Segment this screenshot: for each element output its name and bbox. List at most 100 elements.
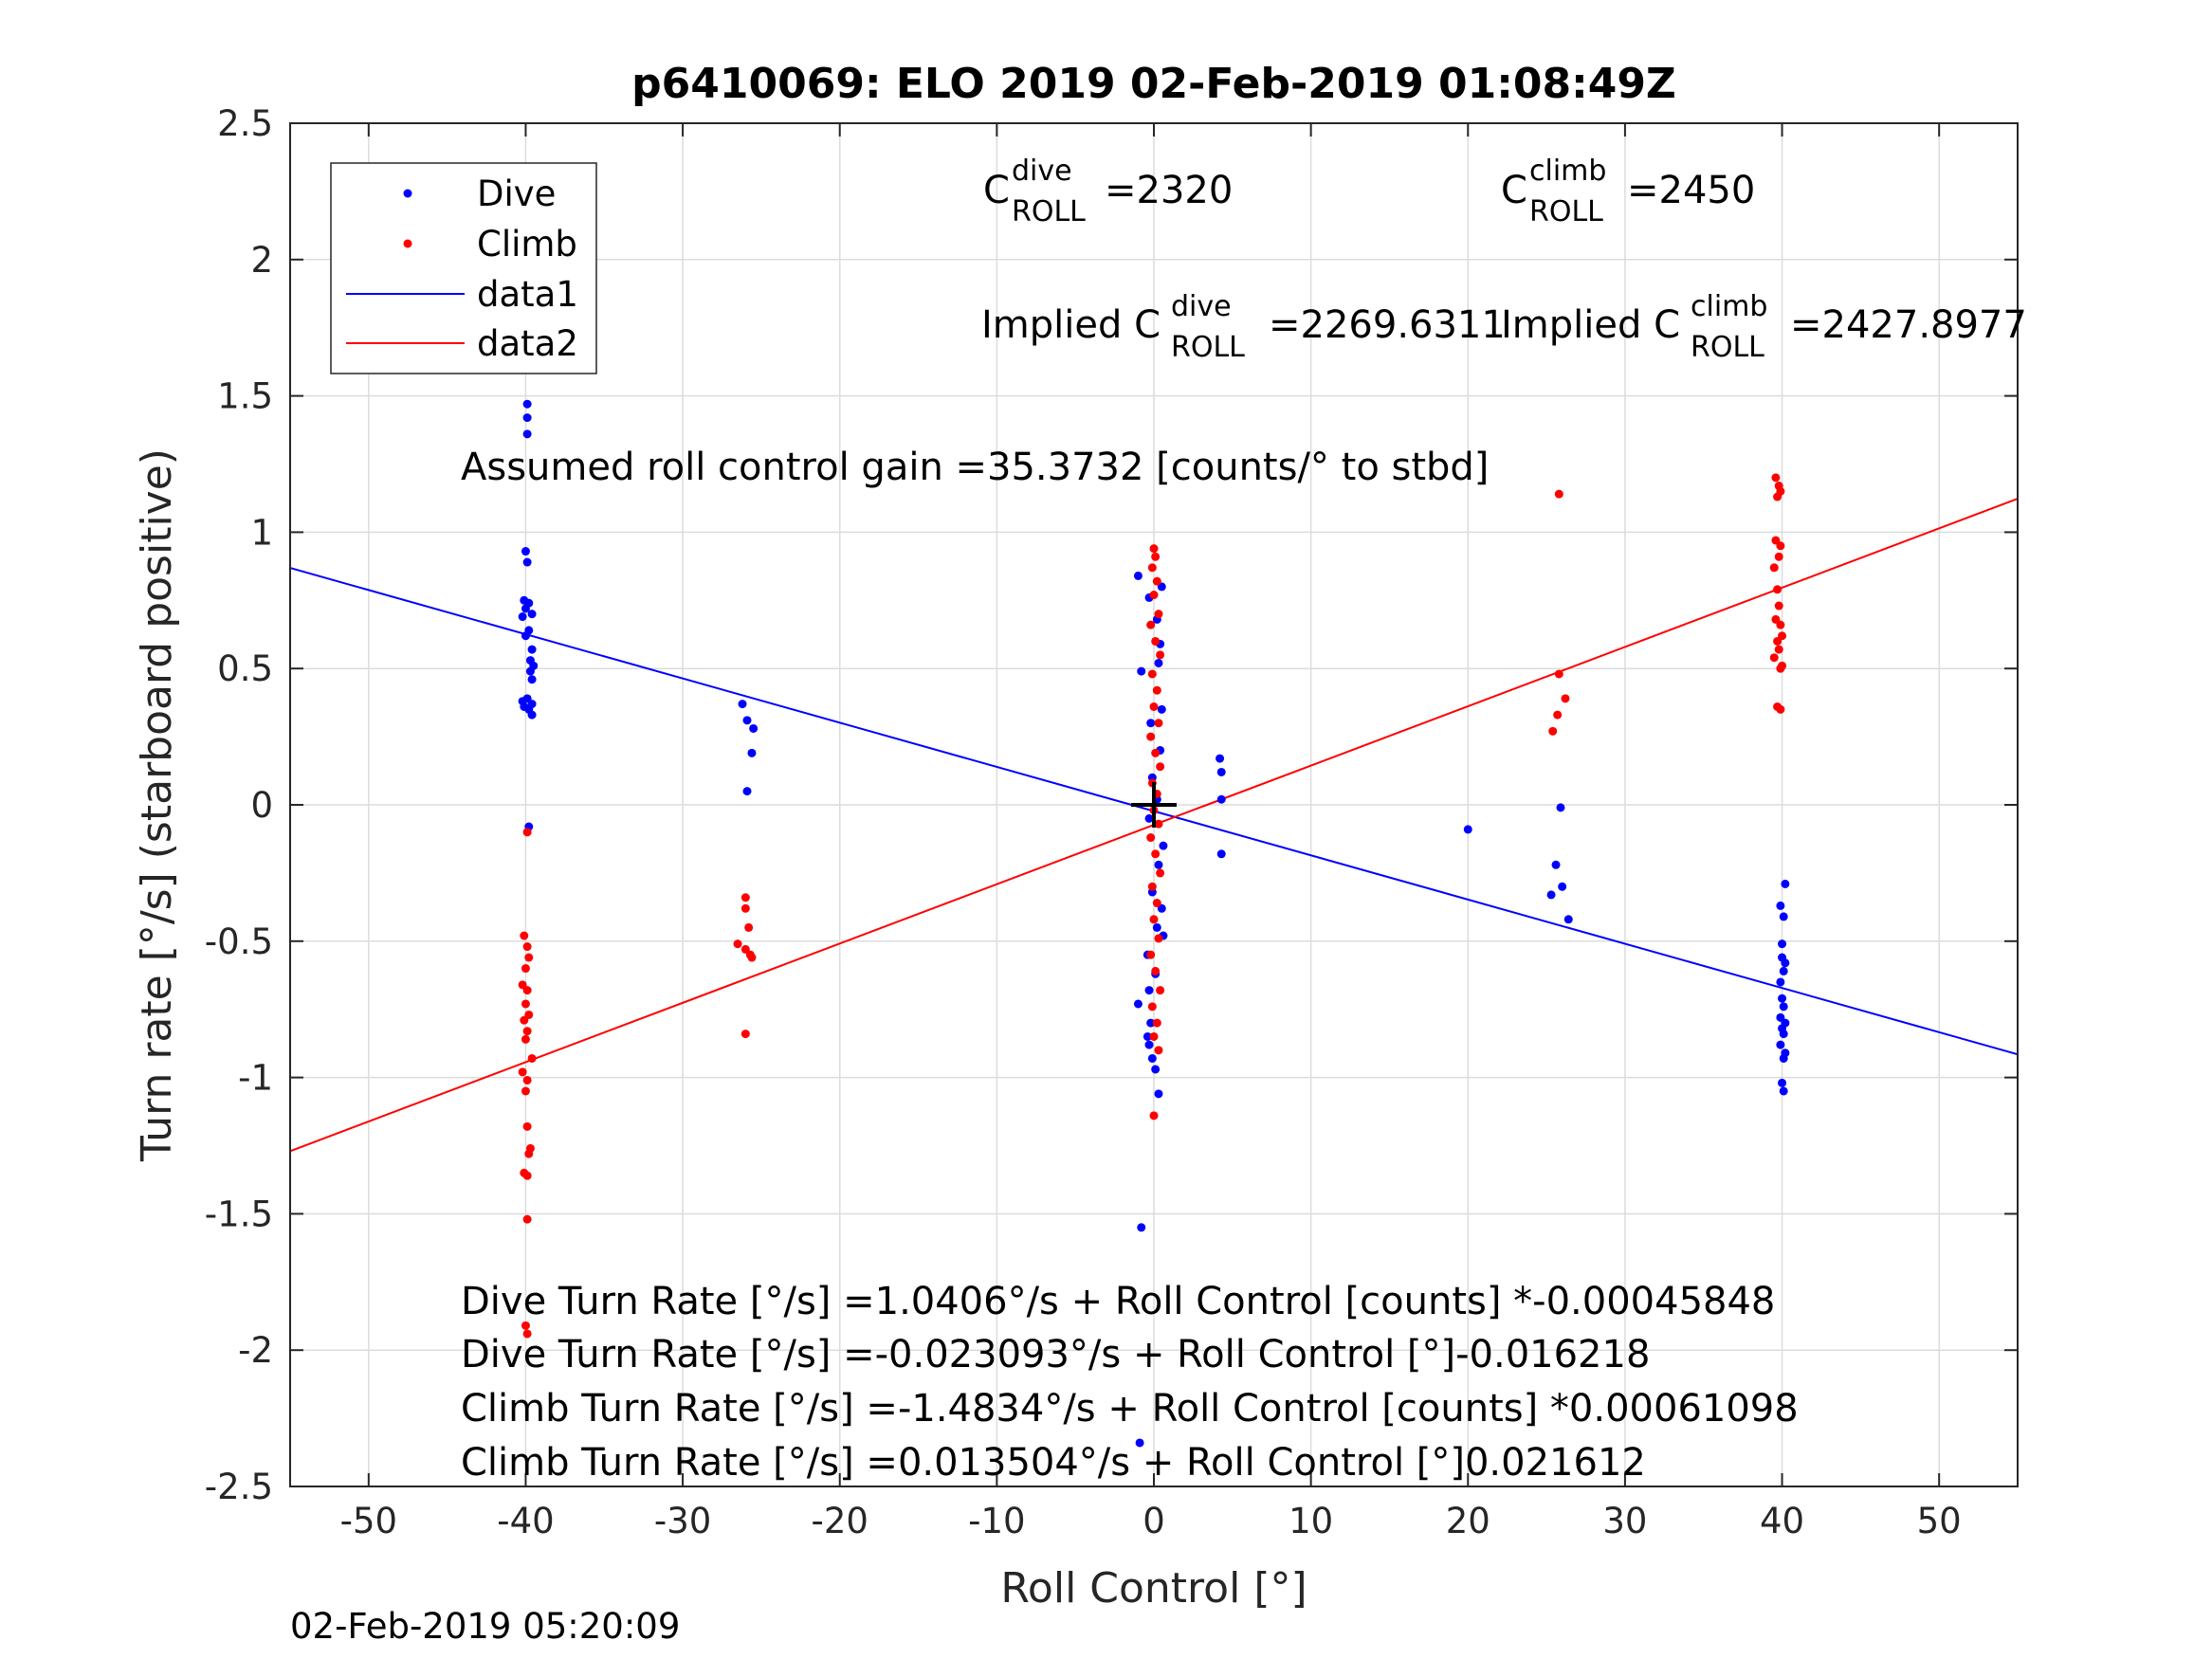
dive-point — [1144, 986, 1154, 995]
legend-data1-label: data1 — [477, 274, 578, 315]
climb-point — [1152, 1018, 1161, 1028]
climb-point — [1151, 966, 1161, 975]
climb-point — [521, 1321, 530, 1330]
climb-point — [1149, 591, 1159, 600]
climb-point — [1553, 710, 1563, 720]
x-tick-labels: -50 -40 -30 -20 -10 0 10 20 30 40 50 — [340, 1501, 1962, 1541]
x-tick-label: 0 — [1143, 1501, 1165, 1541]
climb-point — [1776, 704, 1785, 714]
c-dive-base: C — [983, 169, 1010, 212]
dive-point — [1152, 922, 1161, 932]
x-tick-label: 20 — [1446, 1501, 1490, 1541]
climb-point — [1154, 819, 1163, 829]
dive-point — [1779, 1053, 1788, 1063]
dive-point — [521, 547, 530, 556]
climb-point — [1776, 664, 1785, 673]
dive-point — [1137, 666, 1146, 676]
climb-point — [1548, 726, 1558, 736]
dive-point — [1135, 1438, 1144, 1448]
timestamp: 02-Feb-2019 05:20:09 — [290, 1606, 680, 1647]
dive-point — [1216, 754, 1225, 763]
dive-point — [1133, 999, 1143, 1009]
climb-point — [521, 964, 530, 974]
x-tick-label: 40 — [1760, 1501, 1804, 1541]
legend-dive-label: Dive — [477, 173, 556, 214]
c-dive-sub: ROLL — [1012, 195, 1086, 228]
dive-point — [1144, 1040, 1154, 1049]
dive-point — [1143, 1031, 1152, 1041]
x-tick-label: -30 — [654, 1501, 711, 1541]
dive-point — [742, 716, 752, 725]
dive-point — [1556, 803, 1565, 812]
dive-point — [738, 700, 747, 709]
climb-point — [522, 1171, 532, 1180]
climb-point — [522, 1121, 532, 1131]
climb-point — [1154, 934, 1163, 943]
x-tick-label: -10 — [968, 1501, 1025, 1541]
c-dive-value: =2320 — [1105, 169, 1233, 212]
climb-point — [522, 1027, 532, 1036]
climb-point — [747, 953, 757, 962]
dive-point — [1216, 767, 1226, 776]
climb-point — [1154, 1046, 1163, 1055]
dive-point — [1779, 1086, 1788, 1096]
y-axis-label: Turn rate [°/s] (starboard positive) — [133, 448, 181, 1162]
climb-point — [1776, 541, 1785, 551]
climb-point — [1774, 552, 1783, 561]
climb-point — [1151, 849, 1161, 859]
climb-point — [744, 922, 754, 932]
climb-point — [740, 903, 750, 913]
dive-point — [1776, 901, 1785, 910]
climb-point — [740, 893, 750, 902]
dive-point — [1154, 658, 1163, 667]
climb-point — [1554, 669, 1563, 679]
climb-point — [740, 1030, 750, 1039]
climb-point — [524, 1149, 534, 1158]
dive-point — [1781, 958, 1790, 968]
legend-data2-label: data2 — [477, 323, 578, 364]
climb-point — [522, 1075, 532, 1085]
dive-point — [1151, 1065, 1161, 1074]
equation-climb-degrees: Climb Turn Rate [°/s] =0.013504°/s + Rol… — [461, 1441, 1646, 1485]
implied-climb-prefix: Implied C — [1501, 303, 1680, 347]
dive-point — [1154, 1089, 1163, 1099]
y-tick-label: -1.5 — [205, 1194, 273, 1234]
dive-point — [527, 610, 537, 619]
dive-point — [1779, 1030, 1788, 1039]
dive-point — [1216, 794, 1226, 804]
climb-point — [1147, 669, 1157, 679]
climb-point — [1152, 899, 1161, 908]
climb-point — [1149, 1031, 1159, 1041]
climb-point — [1151, 552, 1161, 561]
climb-point — [1146, 620, 1156, 629]
dive-point — [1778, 994, 1787, 1003]
climb-point — [1149, 702, 1159, 711]
climb-point — [1776, 620, 1785, 629]
data-points — [518, 399, 1790, 1448]
dive-point — [527, 710, 537, 720]
implied-climb-sub: ROLL — [1691, 331, 1764, 364]
climb-point — [1156, 868, 1165, 878]
climb-point — [1773, 492, 1782, 501]
climb-point — [522, 1214, 532, 1224]
x-tick-label: -20 — [812, 1501, 868, 1541]
climb-point — [1154, 610, 1163, 619]
dive-point — [742, 787, 752, 796]
dive-point — [1154, 860, 1163, 869]
y-tick-label: 0.5 — [217, 648, 273, 689]
dive-point — [521, 631, 530, 641]
c-dive-sup: dive — [1012, 155, 1072, 188]
dive-point — [525, 666, 535, 676]
equation-climb-counts: Climb Turn Rate [°/s] =-1.4834°/s + Roll… — [461, 1387, 1799, 1431]
dive-point — [747, 748, 757, 757]
c-climb-value: =2450 — [1627, 169, 1755, 212]
dive-point — [522, 557, 532, 567]
climb-point — [1146, 950, 1156, 959]
c-climb-sub: ROLL — [1529, 195, 1603, 228]
climb-point — [521, 1034, 530, 1044]
dive-point — [1776, 1040, 1785, 1049]
dive-point — [1133, 571, 1143, 580]
y-tick-label: 1 — [250, 512, 273, 553]
x-tick-label: 30 — [1602, 1501, 1647, 1541]
dive-point — [1159, 841, 1168, 850]
